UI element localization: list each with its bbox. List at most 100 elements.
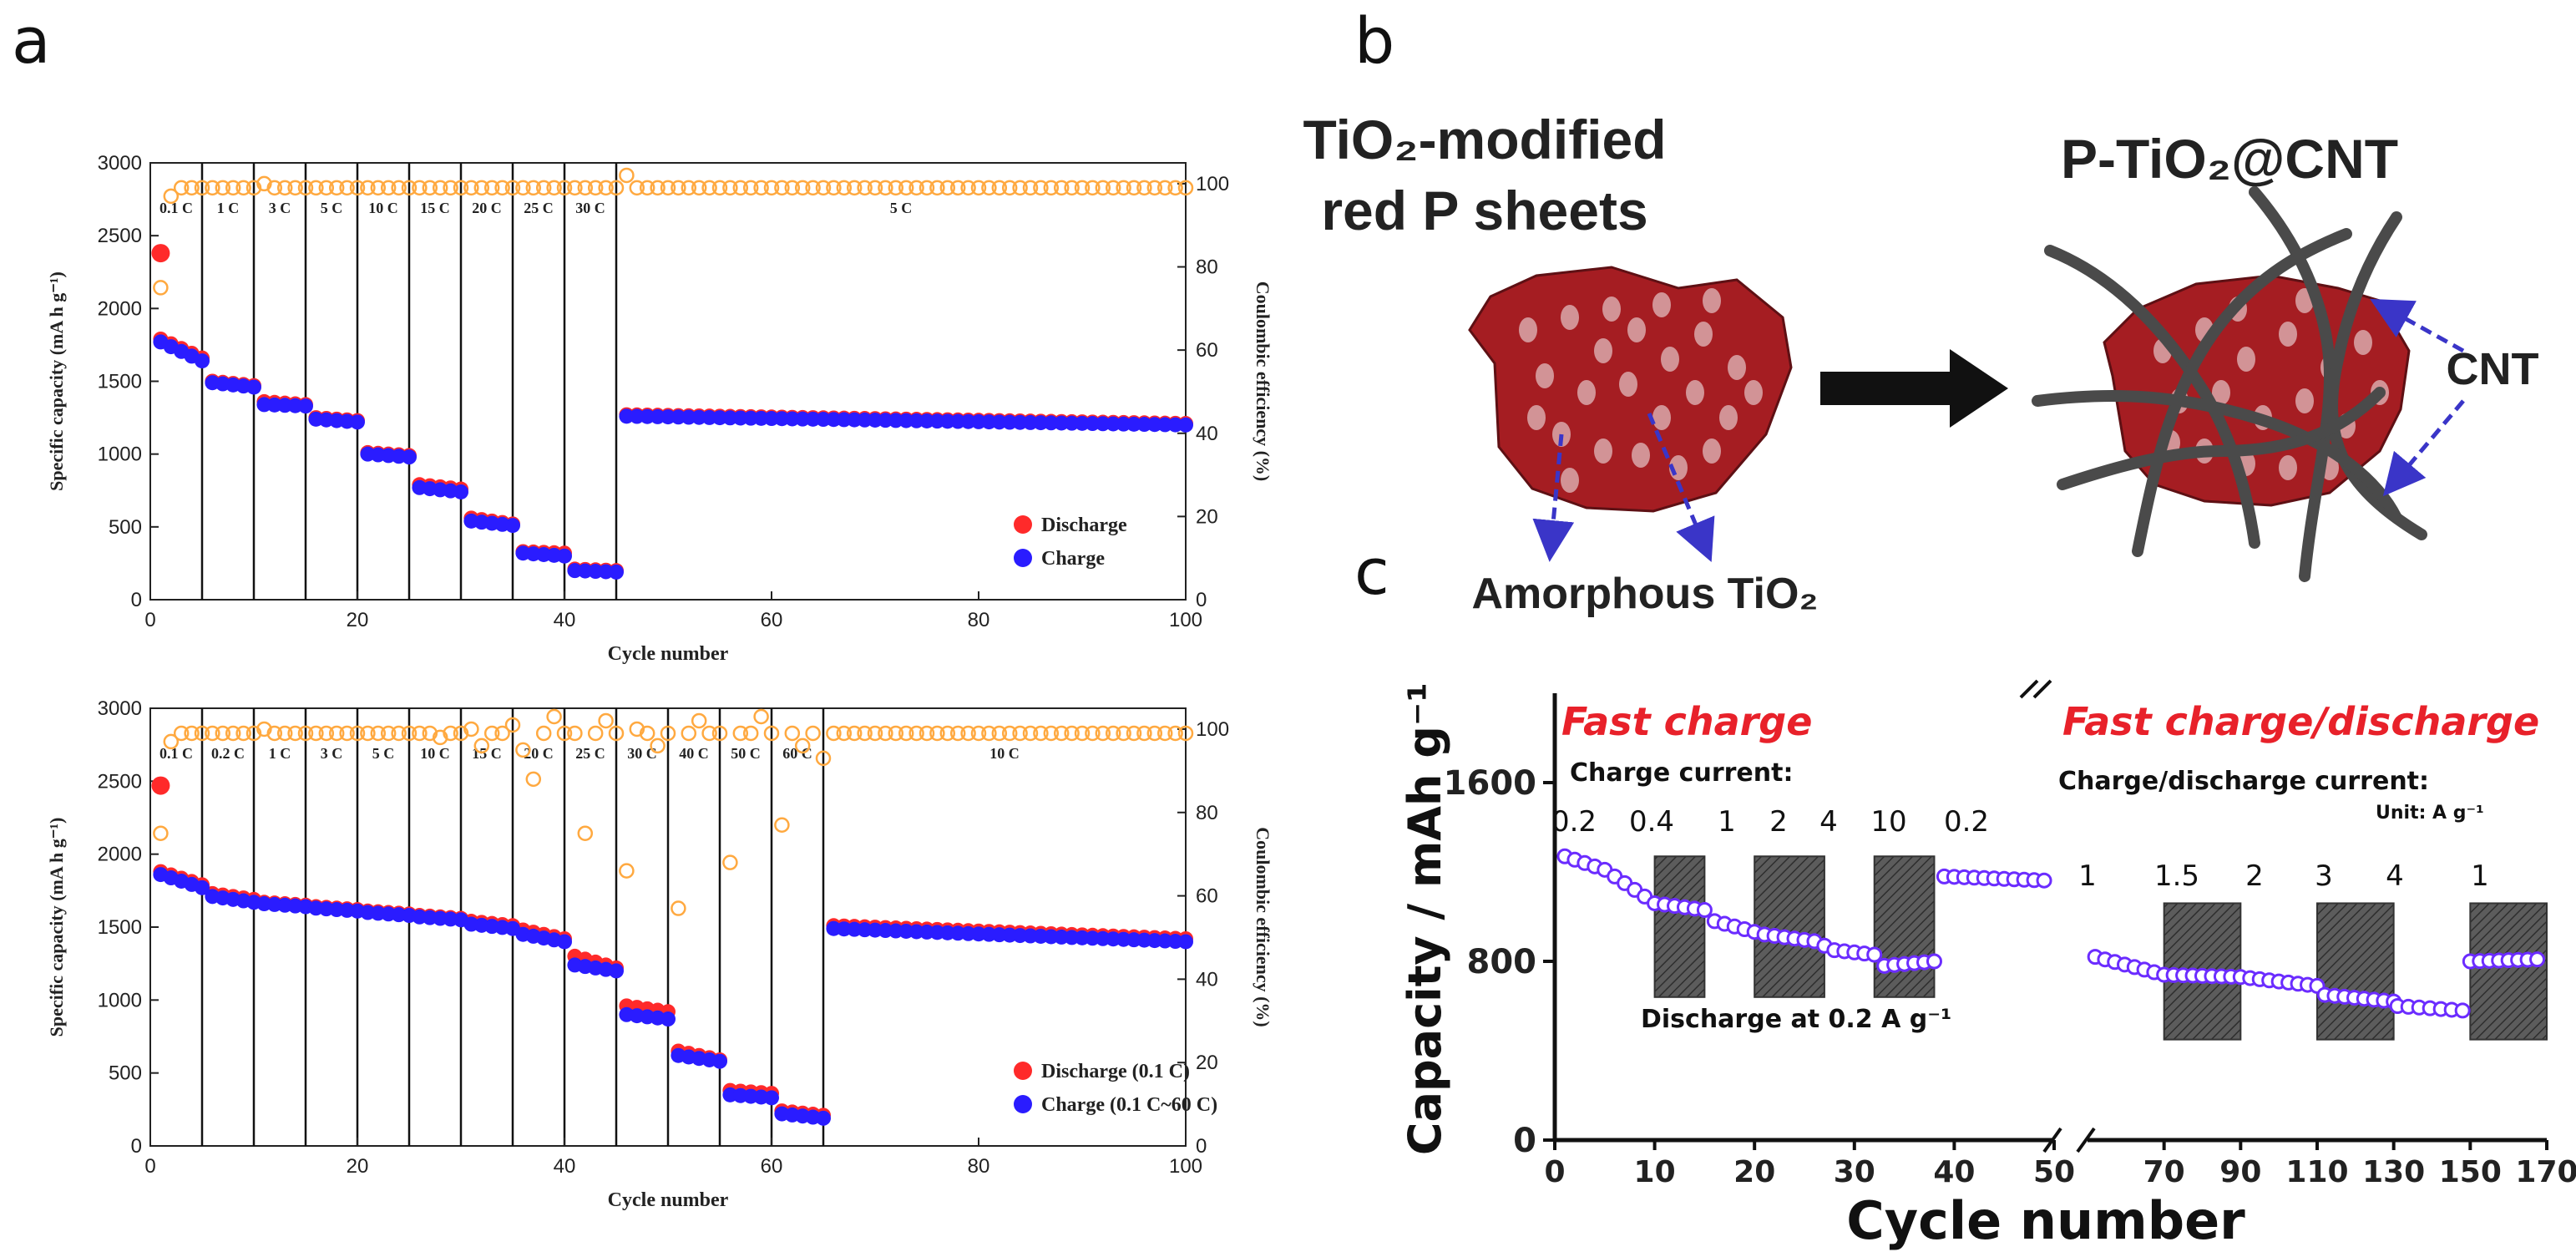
- x-tick-label: 60: [761, 1155, 783, 1178]
- ce-point: [949, 180, 966, 196]
- fast-charge-hatch-box: [1754, 855, 1825, 998]
- charge-discharge-current-value: 3: [2315, 859, 2333, 893]
- tio2-dot: [2237, 347, 2255, 372]
- x-tick-label: 110: [2285, 1155, 2348, 1189]
- charge-point: [609, 963, 624, 979]
- ce-point: [1126, 725, 1142, 742]
- ce-point: [556, 180, 573, 196]
- ce-point: [556, 725, 573, 742]
- ce-point: [794, 180, 811, 196]
- ce-point: [1012, 725, 1028, 742]
- y2-tick-label: 100: [1196, 173, 1229, 195]
- y-axis-label: Specific capacity (mA h g⁻¹): [46, 271, 67, 491]
- ce-point: [504, 180, 521, 196]
- ce-point: [1043, 725, 1060, 742]
- ce-point: [535, 180, 552, 196]
- ce-point: [587, 725, 604, 742]
- ce-point: [401, 180, 418, 196]
- x-tick-label: 40: [1933, 1155, 1975, 1189]
- charge-discharge-current-value: 1: [2471, 859, 2489, 893]
- y-axis-label: Specific capacity (mA h g⁻¹): [46, 818, 67, 1037]
- ce-point: [774, 817, 790, 833]
- ce-point: [412, 180, 428, 196]
- ce-point: [184, 180, 200, 196]
- charge-current-value: 10: [1870, 805, 1906, 839]
- ce-point: [660, 180, 676, 196]
- x-tick-label: 80: [968, 609, 990, 631]
- ce-point: [504, 717, 521, 733]
- ce-point: [163, 733, 180, 750]
- rate-label: 1 C: [217, 200, 240, 216]
- y-tick-label: 3000: [98, 152, 142, 175]
- ce-point: [888, 725, 904, 742]
- ce-point: [681, 725, 697, 742]
- fast-charge-title: Fast charge: [1561, 699, 1812, 744]
- ce-point: [711, 725, 728, 742]
- ce-point: [1126, 180, 1142, 196]
- cnt-arrow-up: [2370, 298, 2465, 353]
- ce-point: [380, 180, 397, 196]
- ce-point: [619, 167, 635, 184]
- charge-point: [712, 1053, 727, 1069]
- tio2-dot: [1594, 338, 1612, 363]
- x-tick-label: 0: [144, 609, 155, 631]
- ce-point: [650, 180, 666, 196]
- ce-point: [297, 725, 314, 742]
- ce-point: [328, 725, 345, 742]
- y-tick-label: 800: [1467, 943, 1537, 981]
- ce-point: [225, 180, 241, 196]
- ce-point: [960, 725, 976, 742]
- chart-a-bottom: 0.1 C 0.2 C 1 C 3 C 5 C 10 C 15 C 20 C 25 C 30 C 4…: [46, 697, 1273, 1211]
- ce-point: [225, 725, 241, 742]
- legend-marker-discharge: [1014, 1062, 1032, 1080]
- right-title: P-TiO₂@CNT: [2061, 128, 2398, 190]
- rate-label: 15 C: [420, 200, 450, 216]
- ce-point: [878, 180, 893, 196]
- ce-point: [370, 725, 387, 742]
- ce-point: [577, 180, 594, 196]
- fast-charge-hatch-box: [1653, 855, 1706, 998]
- ce-point: [805, 725, 821, 742]
- ce-point: [391, 180, 407, 196]
- ce-point: [732, 180, 749, 196]
- ce-point: [412, 725, 428, 742]
- ce-point: [929, 180, 945, 196]
- ce-point: [453, 180, 469, 196]
- ce-point: [742, 180, 759, 196]
- ce-point: [1116, 725, 1131, 742]
- legend-label-discharge: Discharge (0.1 C): [1041, 1061, 1190, 1082]
- ce-point: [266, 180, 283, 196]
- tio2-dot: [2279, 322, 2297, 347]
- y2-axis-label: Coulombic efficiency (%): [1253, 827, 1273, 1027]
- x-tick-label: 0: [144, 1155, 155, 1178]
- ce-point: [815, 180, 832, 196]
- ce-point: [1085, 180, 1101, 196]
- charge-point: [764, 1090, 779, 1106]
- tio2-dot: [1536, 363, 1554, 388]
- ce-point: [711, 180, 728, 196]
- ce-point: [153, 280, 169, 296]
- ce-point: [639, 725, 655, 742]
- rate-label: 30 C: [575, 200, 605, 216]
- tio2-dot: [1632, 443, 1650, 468]
- rate-label: 60 C: [782, 745, 812, 762]
- y2-tick-label: 60: [1196, 885, 1218, 908]
- rate-label: 0.1 C: [159, 200, 193, 216]
- x-tick-label: 20: [347, 1155, 369, 1178]
- x-tick-label: 30: [1834, 1155, 1875, 1189]
- charge-discharge-current-value: 1.5: [2154, 859, 2199, 893]
- ce-point: [598, 180, 614, 196]
- cnt-label: CNT: [2447, 344, 2539, 394]
- ce-point: [173, 725, 190, 742]
- ce-point: [546, 708, 562, 725]
- charge-current-label: Charge current:: [1570, 758, 1793, 788]
- y-tick-label: 0: [131, 589, 142, 611]
- x-tick-label: 90: [2219, 1155, 2261, 1189]
- ce-point: [1012, 180, 1028, 196]
- legend-marker-charge: [1014, 1095, 1032, 1113]
- tio2-dot: [1594, 438, 1612, 464]
- fast-charge-point: [1696, 901, 1713, 918]
- ce-point: [722, 854, 738, 870]
- ce-point: [1064, 180, 1080, 196]
- ce-point: [483, 725, 500, 742]
